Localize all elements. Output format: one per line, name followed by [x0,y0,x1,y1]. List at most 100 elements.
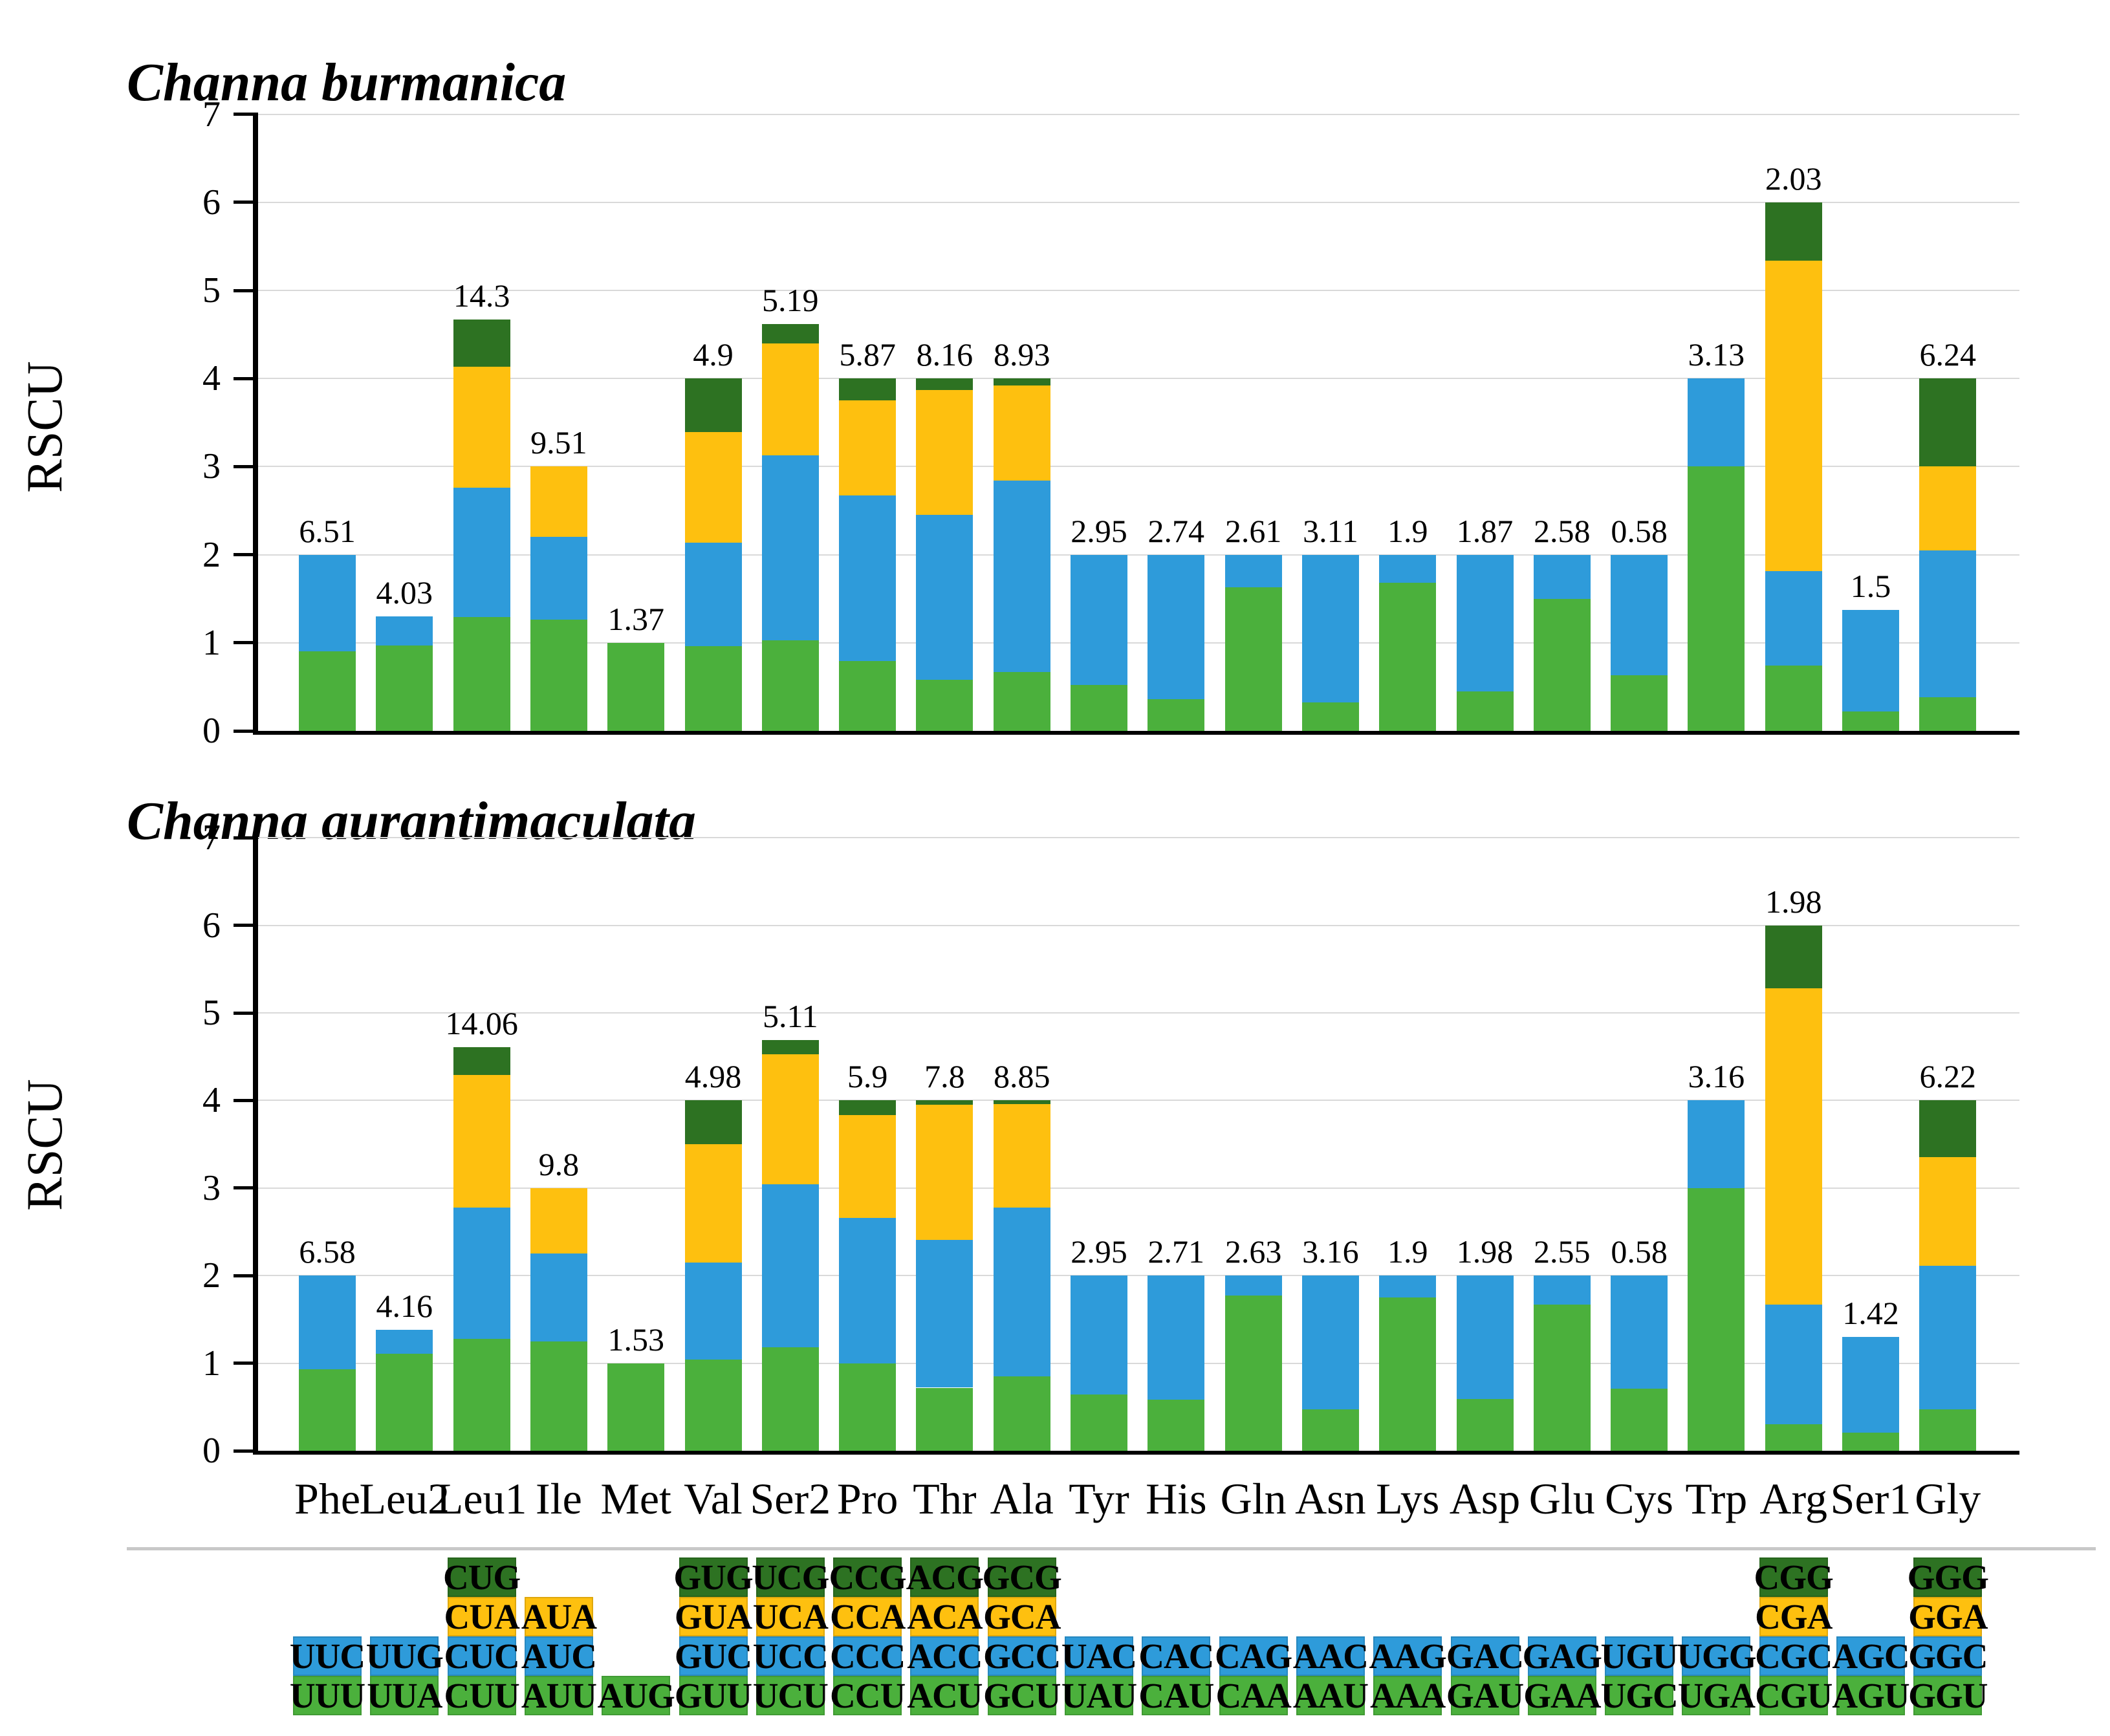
y-tick-label-2: 2 [202,534,221,575]
bar-segment-Asn-green [1301,1409,1359,1451]
bar-segment-Glu-blue [1533,1275,1591,1305]
codon-cell-ACA: ACA [907,1596,983,1636]
codon-cell-AGC: AGC [1832,1636,1910,1676]
codon-cell-AGU: AGU [1832,1675,1910,1715]
gridline-y7 [253,837,2019,839]
y-tick-label-3: 3 [202,446,221,487]
bar-segment-Arg-yellow [1765,260,1822,572]
bar-segment-Leu1-dkgreen [453,319,510,367]
bar-segment-Ser2-yellow [761,343,819,455]
codon-cell-GCA: GCA [983,1596,1061,1636]
codon-cell-UGA: UGA [1677,1675,1756,1715]
bar-segment-Ser1-blue [1842,610,1899,712]
bar-segment-Gln-blue [1224,1275,1282,1296]
bar-segment-Ile-green [530,620,587,731]
y-tick-label-4: 4 [202,1080,221,1121]
bar-segment-Lys-blue [1379,554,1437,583]
bar-segment-Gly-yellow [1919,1157,1977,1266]
gridline-y5 [253,1012,2019,1014]
bar-segment-Trp-green [1688,466,1745,731]
bar-value-label-Thr: 8.16 [916,336,973,373]
bar-segment-Pro-green [839,661,897,731]
bar-segment-Ile-green [530,1341,587,1451]
gridline-y3 [253,466,2019,468]
bar-segment-Asp-blue [1456,1275,1514,1400]
bar-segment-Asp-green [1456,691,1514,731]
bar-value-label-Tyr: 2.95 [1071,1233,1127,1270]
amino-acid-label-Met: Met [600,1474,671,1523]
bar-segment-Leu1-blue [453,488,510,618]
bar-segment-Leu1-yellow [453,1075,510,1208]
y-tick-label-7: 7 [202,818,221,858]
bar-segment-Gly-green [1919,1409,1977,1451]
bar-segment-Cys-green [1611,1388,1668,1451]
bar-value-label-Asp: 1.87 [1456,512,1514,549]
gridline-y3 [253,1187,2019,1189]
bar-segment-Asp-blue [1456,554,1514,691]
gridline-y1 [253,642,2019,644]
bar-segment-Ala-dkgreen [993,378,1050,386]
bar-segment-Thr-yellow [916,389,973,515]
bar-value-label-Glu: 2.58 [1534,512,1591,549]
codon-cell-CUU: CUU [444,1675,520,1715]
codon-cell-CAC: CAC [1138,1636,1214,1676]
bar-value-label-Gly: 6.24 [1919,336,1977,373]
codon-cell-UCA: UCA [752,1596,829,1636]
bar-segment-Leu2-green [376,645,433,731]
codon-cell-GGC: GGC [1908,1636,1988,1676]
bar-value-label-Ala: 8.93 [993,336,1050,373]
bar-value-label-Thr: 7.8 [924,1058,965,1095]
codon-cell-UCC: UCC [752,1636,829,1676]
bar-value-label-Leu2: 4.03 [376,574,433,611]
y-axis-tick-4 [234,376,253,380]
bar-segment-Glu-blue [1533,554,1591,599]
codon-cell-CGC: CGC [1755,1636,1833,1676]
bar-segment-Arg-blue [1765,1304,1822,1425]
bar-segment-Gln-green [1224,587,1282,731]
codon-cell-UUA: UUA [367,1675,442,1715]
bar-value-label-Leu1: 14.06 [445,1004,518,1041]
bar-segment-Asn-green [1301,702,1359,731]
bar-segment-Asn-blue [1301,1275,1359,1410]
bar-value-label-Arg: 1.98 [1765,883,1822,920]
bar-value-label-Ser1: 1.42 [1842,1294,1899,1331]
amino-acid-label-His: His [1146,1474,1207,1523]
codon-cell-ACC: ACC [907,1636,983,1676]
codon-cell-CUA: CUA [444,1596,520,1636]
bar-segment-Leu1-green [453,1338,510,1451]
codon-cell-GUA: GUA [674,1596,752,1636]
bar-segment-Val-blue [684,542,742,647]
bar-segment-Trp-blue [1688,1100,1745,1188]
codon-cell-GAU: GAU [1446,1675,1524,1715]
amino-acid-label-Gln: Gln [1220,1474,1287,1523]
y-tick-label-5: 5 [202,993,221,1033]
codon-cell-AUG: AUG [597,1675,675,1715]
bar-segment-Leu2-blue [376,1330,433,1354]
bar-segment-Ser2-dkgreen [761,323,819,343]
bar-segment-Lys-blue [1379,1275,1437,1298]
bar-segment-Ala-dkgreen [993,1100,1050,1104]
codon-cell-AAG: AAG [1369,1636,1447,1676]
gridline-y2 [253,554,2019,556]
y-axis-tick-4 [234,1098,253,1102]
bar-segment-Pro-yellow [839,400,897,496]
bar-segment-Lys-green [1379,583,1437,731]
bar-segment-Ser2-yellow [761,1054,819,1185]
bar-segment-Cys-green [1611,675,1668,731]
bar-segment-Arg-yellow [1765,988,1822,1305]
y-tick-label-4: 4 [202,358,221,399]
y-axis-tick-1 [234,1362,253,1365]
bar-value-label-Ile: 9.51 [530,424,587,461]
y-axis-tick-0 [234,1449,253,1453]
y-axis-tick-7 [234,113,253,116]
bar-value-label-Ser1: 1.5 [1850,568,1891,605]
bar-segment-Asn-blue [1301,554,1359,703]
amino-acid-label-Tyr: Tyr [1069,1474,1129,1523]
bar-segment-His-green [1147,699,1205,731]
chart2-title: Channa aurantimaculata [127,790,696,851]
bar-value-label-Asp: 1.98 [1456,1233,1514,1270]
amino-acid-label-Thr: Thr [913,1474,977,1523]
bar-segment-Ser2-dkgreen [761,1039,819,1054]
bar-value-label-Phe: 6.58 [299,1233,356,1270]
bar-value-label-Pro: 5.9 [847,1058,888,1095]
